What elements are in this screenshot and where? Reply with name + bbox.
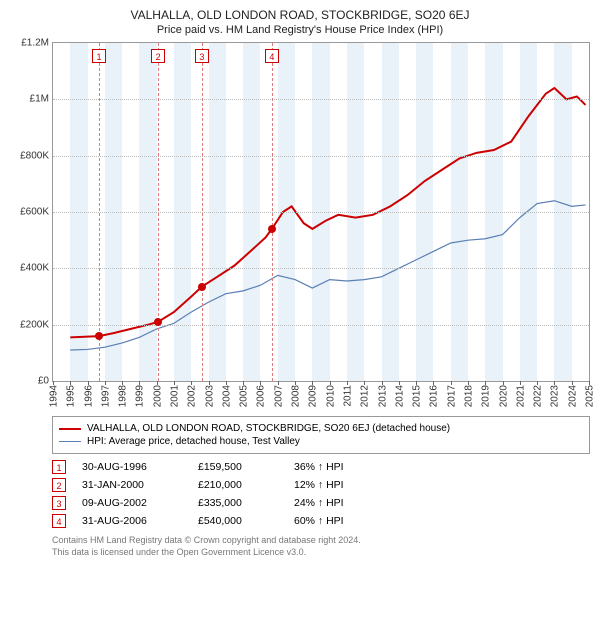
x-axis-label: 2025 <box>583 385 596 407</box>
sale-marker-line <box>158 43 159 381</box>
x-axis-label: 2023 <box>548 385 561 407</box>
x-axis-label: 2016 <box>427 385 440 407</box>
sale-number-box: 3 <box>52 496 66 510</box>
x-axis-label: 2005 <box>237 385 250 407</box>
x-axis-label: 2014 <box>392 385 405 407</box>
sale-row: 4 31-AUG-2006 £540,000 60% ↑ HPI <box>52 514 590 528</box>
sale-pct-vs-hpi: 24% ↑ HPI <box>294 497 384 509</box>
sale-number-box: 4 <box>52 514 66 528</box>
x-axis-label: 2008 <box>289 385 302 407</box>
sale-price: £335,000 <box>198 497 278 509</box>
chart-title: VALHALLA, OLD LONDON ROAD, STOCKBRIDGE, … <box>0 8 600 22</box>
legend-swatch <box>59 441 81 442</box>
sale-marker-box: 3 <box>195 49 209 63</box>
legend-label: VALHALLA, OLD LONDON ROAD, STOCKBRIDGE, … <box>87 423 450 434</box>
series-line <box>70 201 585 350</box>
sale-marker-box: 2 <box>151 49 165 63</box>
sale-pct-vs-hpi: 36% ↑ HPI <box>294 461 384 473</box>
sale-date: 31-JAN-2000 <box>82 479 182 491</box>
titles: VALHALLA, OLD LONDON ROAD, STOCKBRIDGE, … <box>0 0 600 36</box>
x-axis-label: 2024 <box>565 385 578 407</box>
sale-marker-dot <box>154 318 162 326</box>
legend-label: HPI: Average price, detached house, Test… <box>87 436 300 447</box>
gridline <box>53 325 589 326</box>
x-axis-label: 1998 <box>116 385 129 407</box>
y-axis-label: £200K <box>20 319 53 330</box>
x-axis-label: 2012 <box>358 385 371 407</box>
x-axis-label: 2018 <box>461 385 474 407</box>
x-axis-label: 2017 <box>444 385 457 407</box>
sale-price: £159,500 <box>198 461 278 473</box>
sale-marker-line <box>272 43 273 381</box>
x-axis-label: 1997 <box>98 385 111 407</box>
footer-line: Contains HM Land Registry data © Crown c… <box>52 534 590 546</box>
x-axis-label: 2006 <box>254 385 267 407</box>
x-axis-label: 2020 <box>496 385 509 407</box>
sale-date: 09-AUG-2002 <box>82 497 182 509</box>
sale-number-box: 2 <box>52 478 66 492</box>
x-axis-label: 2015 <box>410 385 423 407</box>
sale-date: 30-AUG-1996 <box>82 461 182 473</box>
x-axis-label: 1999 <box>133 385 146 407</box>
gridline <box>53 268 589 269</box>
y-axis-label: £800K <box>20 150 53 161</box>
x-axis-label: 2021 <box>513 385 526 407</box>
sale-date: 31-AUG-2006 <box>82 515 182 527</box>
sales-table: 1 30-AUG-1996 £159,500 36% ↑ HPI 2 31-JAN-200… <box>52 460 590 528</box>
legend-row: HPI: Average price, detached house, Test… <box>59 436 583 447</box>
x-axis-label: 2001 <box>168 385 181 407</box>
chart-subtitle: Price paid vs. HM Land Registry's House … <box>0 24 600 36</box>
sale-marker-box: 4 <box>265 49 279 63</box>
sale-row: 2 31-JAN-2000 £210,000 12% ↑ HPI <box>52 478 590 492</box>
x-axis-label: 1996 <box>81 385 94 407</box>
y-axis-label: £600K <box>20 207 53 218</box>
sale-number-box: 1 <box>52 460 66 474</box>
sale-pct-vs-hpi: 12% ↑ HPI <box>294 479 384 491</box>
x-axis-label: 2013 <box>375 385 388 407</box>
x-axis-label: 2010 <box>323 385 336 407</box>
x-axis-label: 2007 <box>271 385 284 407</box>
y-axis-label: £400K <box>20 263 53 274</box>
sale-marker-dot <box>268 225 276 233</box>
x-axis-label: 2019 <box>479 385 492 407</box>
footer-attribution: Contains HM Land Registry data © Crown c… <box>52 534 590 558</box>
legend: VALHALLA, OLD LONDON ROAD, STOCKBRIDGE, … <box>52 416 590 454</box>
y-axis-label: £1.2M <box>21 38 53 49</box>
sale-row: 3 09-AUG-2002 £335,000 24% ↑ HPI <box>52 496 590 510</box>
x-axis-label: 2011 <box>340 385 353 407</box>
legend-row: VALHALLA, OLD LONDON ROAD, STOCKBRIDGE, … <box>59 423 583 434</box>
x-axis-label: 2003 <box>202 385 215 407</box>
sale-price: £540,000 <box>198 515 278 527</box>
x-axis-label: 2002 <box>185 385 198 407</box>
sale-marker-line <box>99 43 100 381</box>
gridline <box>53 99 589 100</box>
footer-line: This data is licensed under the Open Gov… <box>52 546 590 558</box>
sale-pct-vs-hpi: 60% ↑ HPI <box>294 515 384 527</box>
sale-marker-dot <box>198 283 206 291</box>
y-axis-label: £1M <box>30 94 53 105</box>
x-axis-label: 2022 <box>531 385 544 407</box>
sale-marker-dot <box>95 332 103 340</box>
sale-marker-line <box>202 43 203 381</box>
x-axis-label: 2000 <box>150 385 163 407</box>
sale-price: £210,000 <box>198 479 278 491</box>
x-axis-label: 1995 <box>64 385 77 407</box>
gridline <box>53 212 589 213</box>
legend-swatch <box>59 428 81 430</box>
x-axis-label: 2004 <box>219 385 232 407</box>
sale-marker-box: 1 <box>92 49 106 63</box>
gridline <box>53 156 589 157</box>
x-axis-label: 2009 <box>306 385 319 407</box>
plot-area: £0£200K£400K£600K£800K£1M£1.2M1994199519… <box>52 42 590 382</box>
chart-container: VALHALLA, OLD LONDON ROAD, STOCKBRIDGE, … <box>0 0 600 558</box>
sale-row: 1 30-AUG-1996 £159,500 36% ↑ HPI <box>52 460 590 474</box>
x-axis-label: 1994 <box>47 385 60 407</box>
